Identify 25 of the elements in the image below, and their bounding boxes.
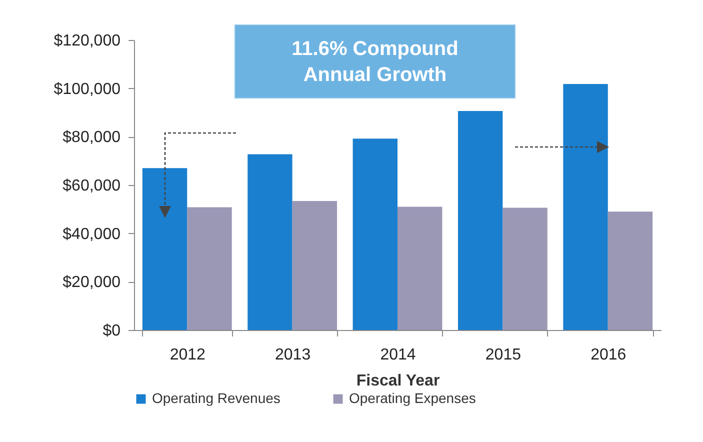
y-tick-label: $40,000 [62,226,121,243]
x-tick-label: 2016 [590,346,626,364]
x-tick-label: 2015 [485,346,522,364]
bar [398,206,442,330]
bar [502,208,548,330]
y-tick-label: $20,000 [62,274,121,292]
x-tick-label: 2012 [170,346,206,364]
y-tick-label: $120,000 [54,32,121,50]
y-tick-label: $60,000 [62,178,121,194]
bar [563,84,608,330]
bar [458,111,503,330]
bar [248,154,292,330]
bar [608,212,653,330]
bar [187,207,232,330]
y-tick-label: $0 [102,322,121,340]
y-tick-label: $100,000 [54,80,121,98]
bar [352,138,398,330]
bar [292,200,338,330]
legend-label: Operating Expenses [349,390,476,406]
bar [142,168,188,330]
x-tick-label: 2013 [275,346,311,364]
x-tick-label: 2014 [380,346,416,364]
x-axis-title: Fiscal Year [356,372,440,390]
y-tick-label: $80,000 [62,129,121,146]
legend-label: Operating Revenues [152,390,280,406]
